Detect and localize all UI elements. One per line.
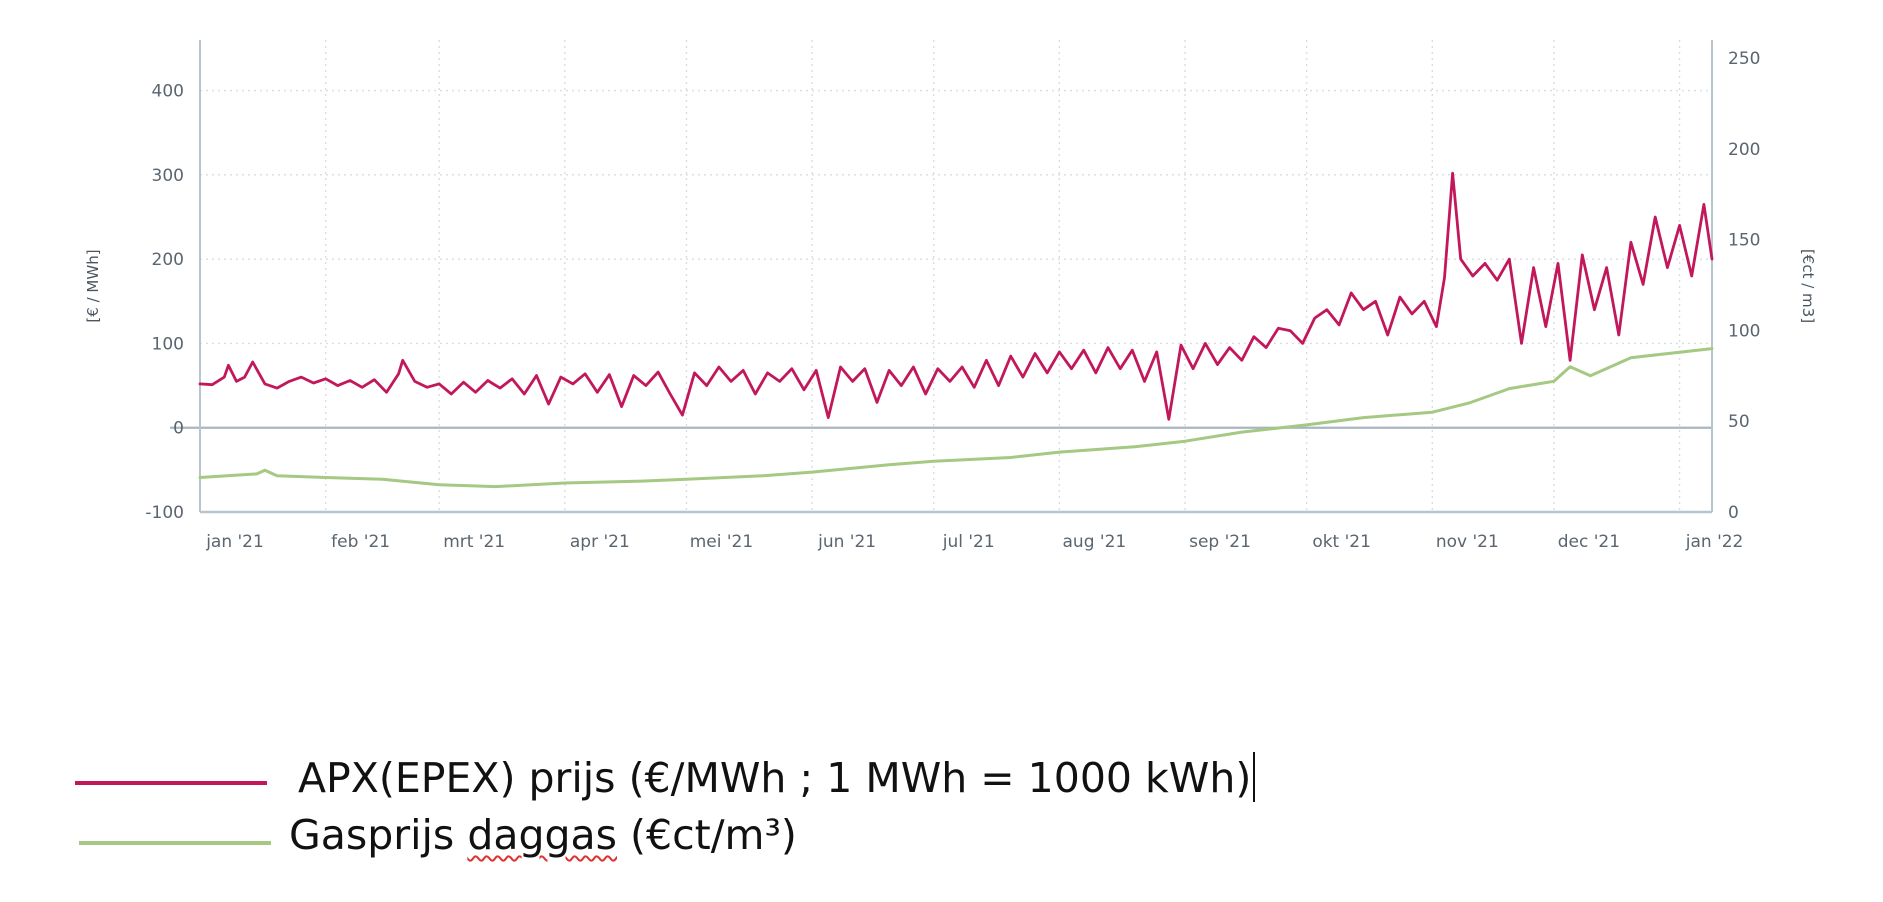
x-tick-label: jun '21 bbox=[817, 532, 876, 552]
x-tick-label: nov '21 bbox=[1436, 532, 1499, 552]
legend-label-gas-word: daggas bbox=[467, 811, 618, 859]
y-left-tick-label: 400 bbox=[152, 82, 184, 102]
x-tick-label: feb '21 bbox=[331, 532, 390, 552]
legend-label-gas: Gasprijs daggas (€ct/m³) bbox=[289, 811, 797, 859]
axes bbox=[170, 40, 1713, 514]
y-right-tick-label: 0 bbox=[1728, 503, 1739, 523]
x-tick-label: mrt '21 bbox=[443, 532, 505, 552]
legend-label-gas-prefix: Gasprijs bbox=[289, 811, 468, 859]
series-line-gas bbox=[198, 347, 1714, 489]
x-tick-label: apr '21 bbox=[570, 532, 630, 552]
x-tick-label: jan '22 bbox=[1685, 532, 1744, 552]
legend: APX(EPEX) prijs (€/MWh ; 1 MWh = 1000 kW… bbox=[0, 730, 1883, 870]
legend-swatch-electricity bbox=[75, 781, 267, 785]
y-right-tick-label: 250 bbox=[1728, 49, 1760, 69]
y-left-tick-label: -100 bbox=[145, 503, 184, 523]
y-right-tick-label: 100 bbox=[1728, 321, 1760, 341]
legend-item-gas: Gasprijs daggas (€ct/m³) bbox=[0, 806, 1600, 859]
legend-item-electricity: APX(EPEX) prijs (€/MWh ; 1 MWh = 1000 kW… bbox=[0, 748, 1600, 802]
x-tick-label: dec '21 bbox=[1558, 532, 1620, 552]
x-tick-label: aug '21 bbox=[1063, 532, 1127, 552]
y-left-tick-label: 100 bbox=[152, 334, 184, 354]
series-layer bbox=[198, 171, 1714, 489]
y-right-tick-label: 50 bbox=[1728, 412, 1750, 432]
y-left-tick-label: 300 bbox=[152, 166, 184, 186]
x-tick-label: okt '21 bbox=[1312, 532, 1371, 552]
legend-label-gas-suffix: (€ct/m³) bbox=[617, 811, 797, 859]
legend-label-electricity: APX(EPEX) prijs (€/MWh ; 1 MWh = 1000 kW… bbox=[298, 752, 1256, 802]
y-right-tick-label: 200 bbox=[1728, 140, 1760, 160]
y-axis-title-right: [€ct / m3] bbox=[1799, 249, 1817, 323]
grid bbox=[199, 40, 1712, 513]
text-cursor bbox=[1253, 752, 1256, 802]
y-axis-title-left: [€ / MWh] bbox=[84, 249, 102, 322]
y-right-tick-label: 150 bbox=[1728, 231, 1760, 251]
tick-labels: jan '21 feb '21 mrt '21 apr '21 mei '21 jun '… bbox=[84, 49, 1817, 552]
y-left-tick-label: 0 bbox=[173, 419, 184, 439]
y-left-tick-label: 200 bbox=[152, 250, 184, 270]
legend-label-electricity-text: APX(EPEX) prijs (€/MWh ; 1 MWh = 1000 kW… bbox=[298, 754, 1252, 802]
series-line-electricity bbox=[198, 171, 1714, 421]
legend-swatch-gas bbox=[79, 841, 271, 845]
x-tick-label: jan '21 bbox=[205, 532, 264, 552]
chart: jan '21 feb '21 mrt '21 apr '21 mei '21 jun '… bbox=[84, 40, 1817, 552]
x-tick-label: sep '21 bbox=[1189, 532, 1251, 552]
x-tick-label: jul '21 bbox=[942, 532, 995, 552]
x-tick-label: mei '21 bbox=[690, 532, 753, 552]
